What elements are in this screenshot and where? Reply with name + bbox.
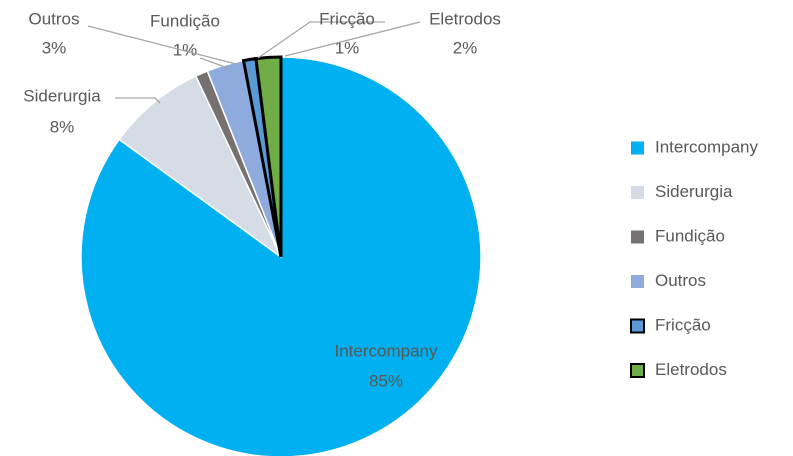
data-label-name: Intercompany xyxy=(335,341,438,360)
data-label-name: Siderurgia xyxy=(23,86,101,105)
leader-line xyxy=(284,21,421,57)
legend-label: Fundição xyxy=(655,226,725,245)
leader-line xyxy=(87,25,237,65)
legend-swatch xyxy=(630,318,645,334)
legend-swatch xyxy=(631,275,644,288)
data-label-value: 1% xyxy=(173,40,198,59)
data-label-value: 85% xyxy=(369,371,403,390)
data-label-name: Fricção xyxy=(319,9,375,28)
legend-label: Eletrodos xyxy=(655,360,727,379)
leader-line xyxy=(257,21,385,59)
legend-swatch xyxy=(631,141,644,155)
leader-line xyxy=(115,97,161,104)
legend-label: Siderurgia xyxy=(655,182,733,201)
data-label-value: 1% xyxy=(335,38,360,57)
data-label-name: Outros xyxy=(28,9,79,28)
legend-label: Intercompany xyxy=(655,137,758,156)
legend-label: Outros xyxy=(655,271,706,290)
legend-swatch xyxy=(630,363,645,378)
leader-line xyxy=(199,57,229,69)
data-label-name: Eletrodos xyxy=(429,9,501,28)
legend-swatch xyxy=(631,230,644,244)
data-label-value: 8% xyxy=(50,117,75,136)
data-label-value: 3% xyxy=(42,38,67,57)
pie-slice xyxy=(118,75,282,258)
pie-slice xyxy=(254,55,283,258)
data-label-value: 2% xyxy=(453,38,478,57)
legend-swatch xyxy=(631,186,644,199)
data-label-name: Fundição xyxy=(150,11,220,30)
legend-label: Fricção xyxy=(655,315,711,334)
